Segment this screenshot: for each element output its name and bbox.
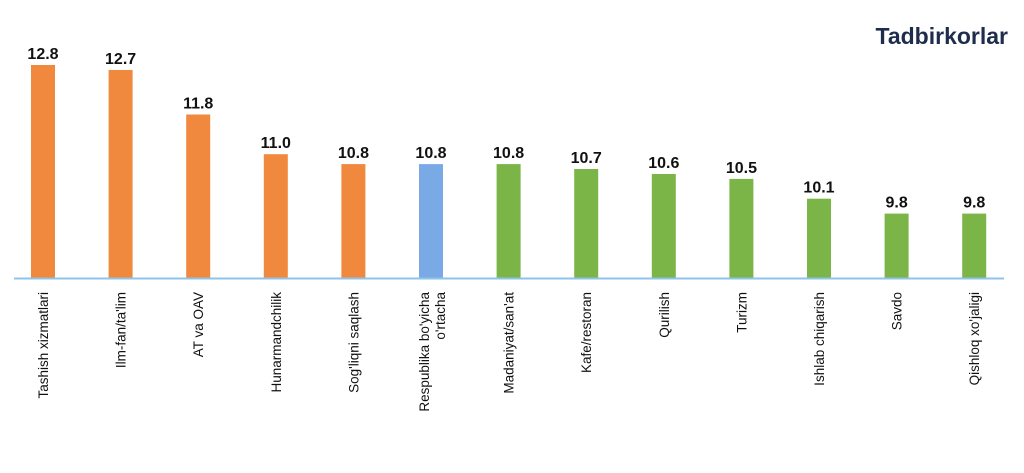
tick-label: Savdo (890, 292, 905, 330)
value-label: 12.8 (27, 46, 58, 63)
bar (729, 178, 754, 278)
tick-label: Hunarmandchilik (269, 292, 284, 393)
bar (496, 164, 521, 278)
bar (651, 174, 676, 278)
bar (807, 198, 831, 278)
value-label: 10.8 (415, 145, 446, 162)
value-label: 10.1 (803, 180, 834, 197)
bar (186, 114, 211, 278)
bar (341, 164, 366, 278)
value-label: 10.5 (726, 160, 757, 177)
bar (884, 213, 909, 278)
value-label: 12.7 (105, 51, 136, 68)
tick-label: Sog'liqni saqlash (346, 292, 361, 393)
value-label: 10.7 (571, 150, 602, 167)
value-label: 11.8 (183, 96, 213, 113)
tick-labels-group: Tashish xizmatlari Ilm-fan/ta'lim AT va OA… (36, 292, 982, 412)
tick-label: AT va OAV (191, 292, 206, 357)
bar (31, 65, 55, 278)
value-labels-group: 12.8 12.7 11.8 11.0 10.8 10.8 10.8 10.7 10.6 10.5… (27, 46, 985, 212)
bar (574, 169, 599, 278)
value-label: 10.8 (493, 145, 524, 162)
tick-label: Kafe/restoran (579, 292, 594, 373)
value-label: 9.8 (963, 195, 985, 212)
value-label: 11.0 (261, 135, 291, 152)
tick-label: Ishlab chiqarish (812, 292, 827, 386)
value-label: 10.6 (648, 155, 679, 172)
tick-label: Ilm-fan/ta'lim (114, 292, 129, 368)
bars-group (31, 65, 987, 278)
chart-title: Tadbirkorlar (876, 23, 1009, 49)
tick-label: Madaniyat/san'at (502, 292, 517, 394)
bar (263, 154, 288, 278)
tick-label: Turizm (734, 292, 749, 333)
tick-label: Respublika bo'yichao'rtacha (417, 292, 448, 412)
value-label: 9.8 (885, 195, 907, 212)
bar (962, 213, 987, 278)
tick-label: Tashish xizmatlari (36, 292, 51, 399)
tick-label: Qurilish (657, 292, 672, 338)
tick-label: Qishloq xo'jaligi (967, 292, 982, 385)
value-label: 10.8 (338, 145, 369, 162)
bar (419, 164, 443, 278)
bar (108, 70, 133, 278)
